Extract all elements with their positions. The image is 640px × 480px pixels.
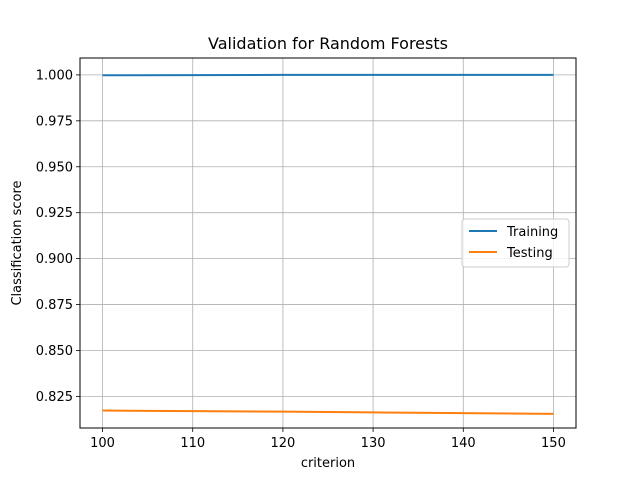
x-axis-label: criterion: [301, 456, 355, 471]
data-point-testing: [282, 411, 284, 413]
x-tick-label: 140: [451, 436, 476, 451]
x-axis-ticks: 100 110 120 130 140 150: [90, 428, 566, 451]
x-tick-label: 110: [180, 436, 205, 451]
data-point-testing: [462, 412, 464, 414]
data-point-training: [462, 74, 464, 76]
plot-frame: [79, 57, 577, 429]
x-tick-label: 150: [541, 436, 566, 451]
x-tick-label: 130: [361, 436, 386, 451]
data-point-testing: [102, 410, 104, 412]
y-tick-label: 0.900: [36, 252, 73, 267]
data-point-testing: [372, 411, 374, 413]
legend-label-training: Training: [506, 225, 558, 240]
x-tick-label: 100: [90, 436, 115, 451]
y-tick-label: 0.850: [36, 344, 73, 359]
y-tick-label: 0.975: [36, 114, 73, 129]
data-point-training: [102, 74, 104, 76]
y-tick-label: 0.875: [36, 298, 73, 313]
legend: Training Testing: [461, 218, 570, 268]
legend-label-testing: Testing: [506, 246, 553, 261]
y-tick-label: 0.950: [36, 160, 73, 175]
y-tick-label: 0.925: [36, 206, 73, 221]
y-tick-label: 1.000: [36, 68, 73, 83]
data-point-training: [552, 74, 554, 76]
data-point-testing: [552, 413, 554, 415]
data-point-testing: [192, 410, 194, 412]
series-group: [102, 73, 554, 415]
data-point-training: [372, 74, 374, 76]
y-axis-label: Classification score: [10, 180, 25, 305]
data-point-training: [282, 74, 284, 76]
y-tick-label: 0.825: [36, 390, 73, 405]
x-tick-label: 120: [270, 436, 295, 451]
y-axis-ticks: 0.825 0.850 0.875 0.900 0.925 0.950 0.975 1.000: [36, 68, 80, 405]
data-point-training: [192, 74, 194, 76]
chart-title: Validation for Random Forests: [208, 34, 448, 53]
series-line-testing: [102, 409, 554, 415]
